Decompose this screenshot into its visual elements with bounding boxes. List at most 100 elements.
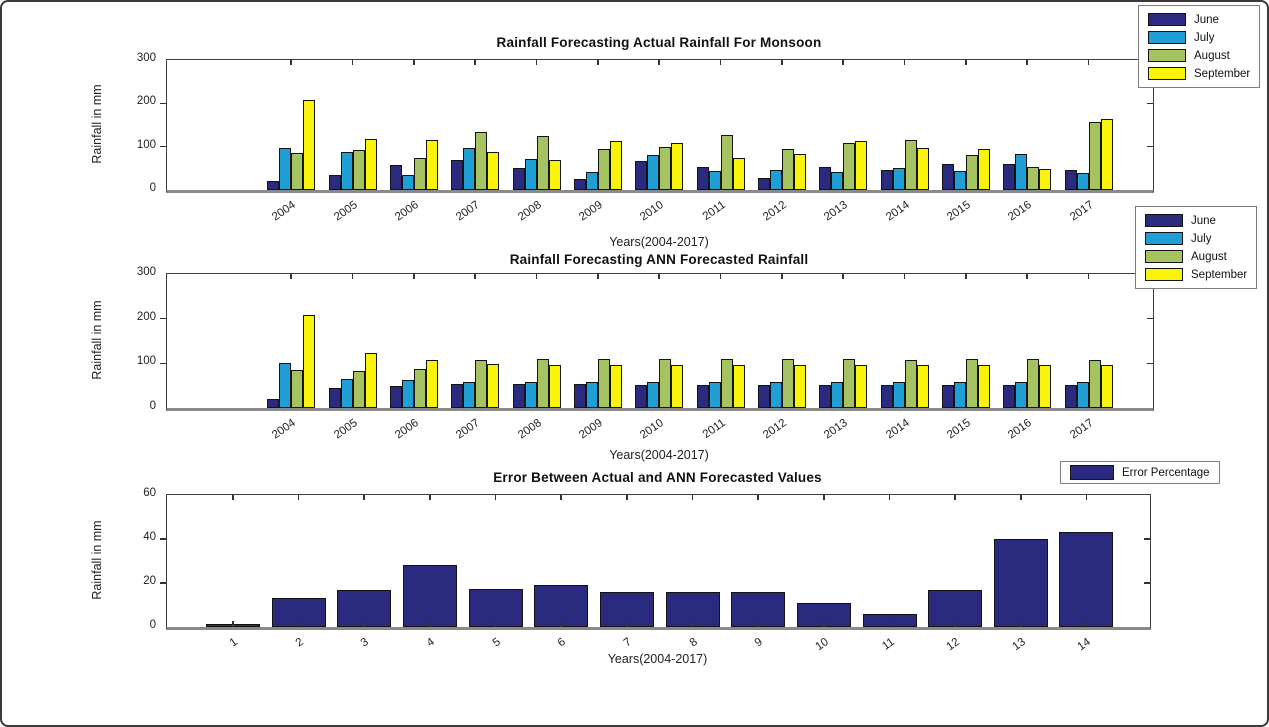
x-axis-tick (658, 274, 660, 279)
bar-august (536, 358, 549, 408)
chart1-y-axis-label: Rainfall in mm (90, 84, 104, 164)
x-axis-tick (1026, 274, 1028, 279)
bar-july (708, 170, 721, 190)
bar-september (916, 365, 929, 408)
x-axis-tick (1085, 621, 1088, 627)
legend-entry: Error Percentage (1070, 465, 1210, 480)
legend-entry: September (1145, 268, 1247, 281)
x-axis-tick (560, 621, 562, 627)
x-axis-tick (691, 621, 694, 627)
bar-august (291, 369, 304, 408)
bar-september (364, 352, 377, 408)
legend-label: August (1191, 250, 1227, 263)
x-axis-tick (781, 274, 783, 279)
bar-august (965, 155, 978, 190)
bar-august (659, 146, 672, 190)
bar-september (487, 151, 500, 190)
legend-swatch (1145, 214, 1183, 227)
bar-september (609, 365, 622, 408)
bar-july (831, 382, 844, 408)
x-axis-tick (954, 621, 956, 627)
y-tick-label: 300 (136, 266, 156, 278)
x-axis-tick (719, 274, 722, 279)
bar-august (965, 358, 978, 408)
y-tick-label: 300 (136, 52, 156, 64)
legend-swatch (1145, 250, 1183, 263)
bar-august (536, 135, 549, 190)
x-axis-tick (290, 60, 292, 65)
bar-july (279, 362, 292, 408)
bar-august (413, 368, 426, 408)
bar-august (597, 148, 610, 190)
bar-june (696, 167, 709, 190)
x-axis-tick (297, 621, 300, 627)
x-axis-tick (363, 495, 365, 500)
chart2-legend: June July August September (1135, 206, 1258, 289)
y-axis-tick (1147, 317, 1153, 320)
x-axis-tick (494, 495, 497, 500)
bar-september (732, 157, 745, 190)
bar-july (401, 175, 414, 190)
y-tick-label: 100 (136, 138, 156, 151)
bar-july (769, 382, 782, 408)
bar-august (1027, 358, 1040, 408)
x-axis-tick (888, 621, 891, 627)
x-axis-tick (691, 495, 694, 500)
x-axis-tick (290, 274, 292, 279)
bar-september (425, 359, 438, 408)
chart2-y-axis-label: Rainfall in mm (90, 300, 104, 380)
bar-july (1015, 382, 1028, 408)
chart3-legend: Error Percentage (1060, 461, 1220, 484)
x-axis-tick (757, 621, 759, 627)
chart2-plot-area (159, 273, 1154, 411)
bar-june (389, 386, 402, 408)
bar-july (585, 172, 598, 190)
bar-july (953, 171, 966, 190)
bar-june (880, 169, 893, 190)
x-axis-tick (842, 60, 844, 65)
bar-august (597, 359, 610, 408)
legend-swatch (1070, 465, 1114, 480)
y-axis-tick (1147, 362, 1153, 365)
y-axis-tick (159, 102, 166, 105)
bar-june (941, 164, 954, 190)
y-tick-label: 0 (149, 182, 156, 194)
legend-label: August (1194, 49, 1230, 62)
bar-june (328, 388, 341, 408)
legend-swatch (1145, 232, 1183, 245)
bar-august (1027, 167, 1040, 190)
bar-september (303, 315, 316, 408)
x-axis-tick (903, 274, 906, 279)
bar-july (279, 147, 292, 190)
y-axis-tick (159, 362, 166, 365)
bar-september (671, 143, 684, 190)
bar-september (732, 364, 745, 408)
bar-august (413, 158, 426, 190)
bar-july (708, 382, 721, 408)
chart3-y-axis-label: Rainfall in mm (90, 520, 104, 600)
legend-entry: August (1148, 49, 1250, 62)
x-axis-tick (535, 60, 538, 65)
bar-june (696, 384, 709, 408)
bar-august (1088, 359, 1101, 408)
x-axis-tick (232, 495, 234, 500)
bar-july (892, 168, 905, 190)
bar-error (993, 539, 1048, 627)
legend-swatch (1148, 49, 1186, 62)
y-tick-label: 20 (143, 575, 156, 587)
y-tick-label: 0 (149, 619, 156, 631)
chart2-x-axis-label: Years(2004-2017) (609, 448, 709, 462)
bar-june (451, 384, 464, 408)
bar-june (573, 178, 586, 190)
bar-july (892, 382, 905, 408)
x-axis-tick (474, 60, 476, 65)
y-axis-tick (159, 538, 166, 540)
x-axis-tick (719, 60, 722, 65)
y-axis-tick (159, 145, 166, 148)
bar-july (524, 382, 537, 408)
bar-july (1015, 153, 1028, 190)
bar-july (401, 380, 414, 408)
bar-august (904, 140, 917, 190)
bar-september (303, 99, 316, 190)
